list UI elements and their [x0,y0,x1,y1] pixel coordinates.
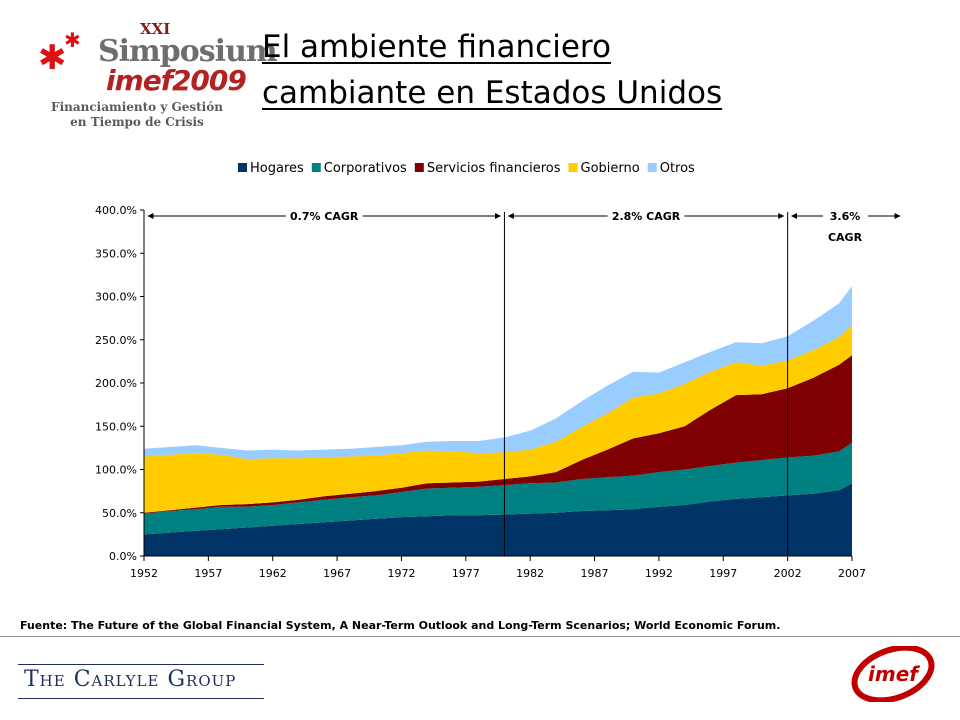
x-tick-label: 2002 [774,567,802,580]
title-line1: El ambiente financiero [262,29,611,65]
legend-swatch [414,163,424,172]
x-tick-label: 1987 [581,567,609,580]
area-series-0 [144,483,852,556]
legend-label: Corporativos [324,161,407,176]
logo-subtitle: Financiamiento y Gestión en Tiempo de Cr… [42,100,232,130]
footer-divider [0,636,960,637]
title-line2: cambiante en Estados Unidos [262,75,723,111]
legend-label: Gobierno [581,161,640,176]
legend-swatch [238,163,247,172]
x-tick-label: 2007 [838,567,866,580]
legend-label: Servicios financieros [427,161,561,176]
y-tick-label: 150.0% [95,420,137,433]
cagr-label: 3.6% [830,210,861,223]
logo-name: Simposium [98,34,278,69]
x-tick-label: 1977 [452,567,480,580]
area-series-1 [144,442,852,535]
logo-subtitle-line2: en Tiempo de Crisis [70,115,204,129]
logo-subtitle-line1: Financiamiento y Gestión [51,100,223,114]
imef-logo-text: imef [868,662,920,686]
source-note: Fuente: The Future of the Global Financi… [20,619,781,632]
legend-swatch [568,163,578,172]
x-tick-label: 1982 [516,567,544,580]
simposium-logo: ✱ ✱ XXI Simposium imef2009 Financiamient… [24,14,278,129]
x-tick-label: 1952 [130,567,158,580]
cagr-label: CAGR [828,231,863,244]
chart-areas [144,286,852,556]
legend-swatch [647,163,657,172]
y-tick-label: 50.0% [102,507,137,520]
x-tick-label: 1957 [194,567,222,580]
legend-swatch [311,163,321,172]
carlyle-rule-top [18,664,264,665]
legend-label: Otros [660,161,695,176]
y-tick-label: 0.0% [109,550,137,563]
legend-label: Hogares [250,161,304,176]
x-tick-label: 1992 [645,567,673,580]
area-series-3 [144,325,852,513]
x-tick-label: 1962 [259,567,287,580]
y-tick-label: 400.0% [95,204,137,217]
cagr-label: 2.8% CAGR [612,210,681,223]
cagr-label: 0.7% CAGR [290,210,359,223]
x-tick-label: 1972 [387,567,415,580]
logo-brand-year: imef2009 [106,64,247,97]
x-tick-label: 1997 [709,567,737,580]
x-tick-label: 1967 [323,567,351,580]
stacked-area-chart: Hogares Corporativos Servicios financieros… [95,161,901,580]
carlyle-logo-text: The Carlyle Group [24,667,237,692]
asterisk-small-icon: ✱ [64,28,81,52]
imef-swoosh-icon [851,646,935,702]
chart-annotations: 0.7% CAGR 2.8% CAGR 3.6% CAGR [147,210,901,556]
y-tick-label: 350.0% [95,247,137,260]
y-tick-label: 100.0% [95,464,137,477]
carlyle-rule-bottom [18,698,264,699]
y-tick-label: 250.0% [95,334,137,347]
chart-axes: 0.0% 50.0% 100.0% 150.0% 200.0% 250.0% 300.0% 3… [95,204,866,580]
asterisk-icon: ✱ [38,38,67,78]
y-tick-label: 300.0% [95,291,137,304]
legend: Hogares Corporativos Servicios financieros… [238,161,695,176]
slide-title: El ambiente financiero cambiante en Esta… [262,24,902,116]
imef-logo: imef [851,646,935,702]
carlyle-logo: The Carlyle Group [24,667,236,692]
y-tick-label: 200.0% [95,377,137,390]
logo-edition: XXI [140,20,171,38]
area-series-2 [144,355,852,514]
